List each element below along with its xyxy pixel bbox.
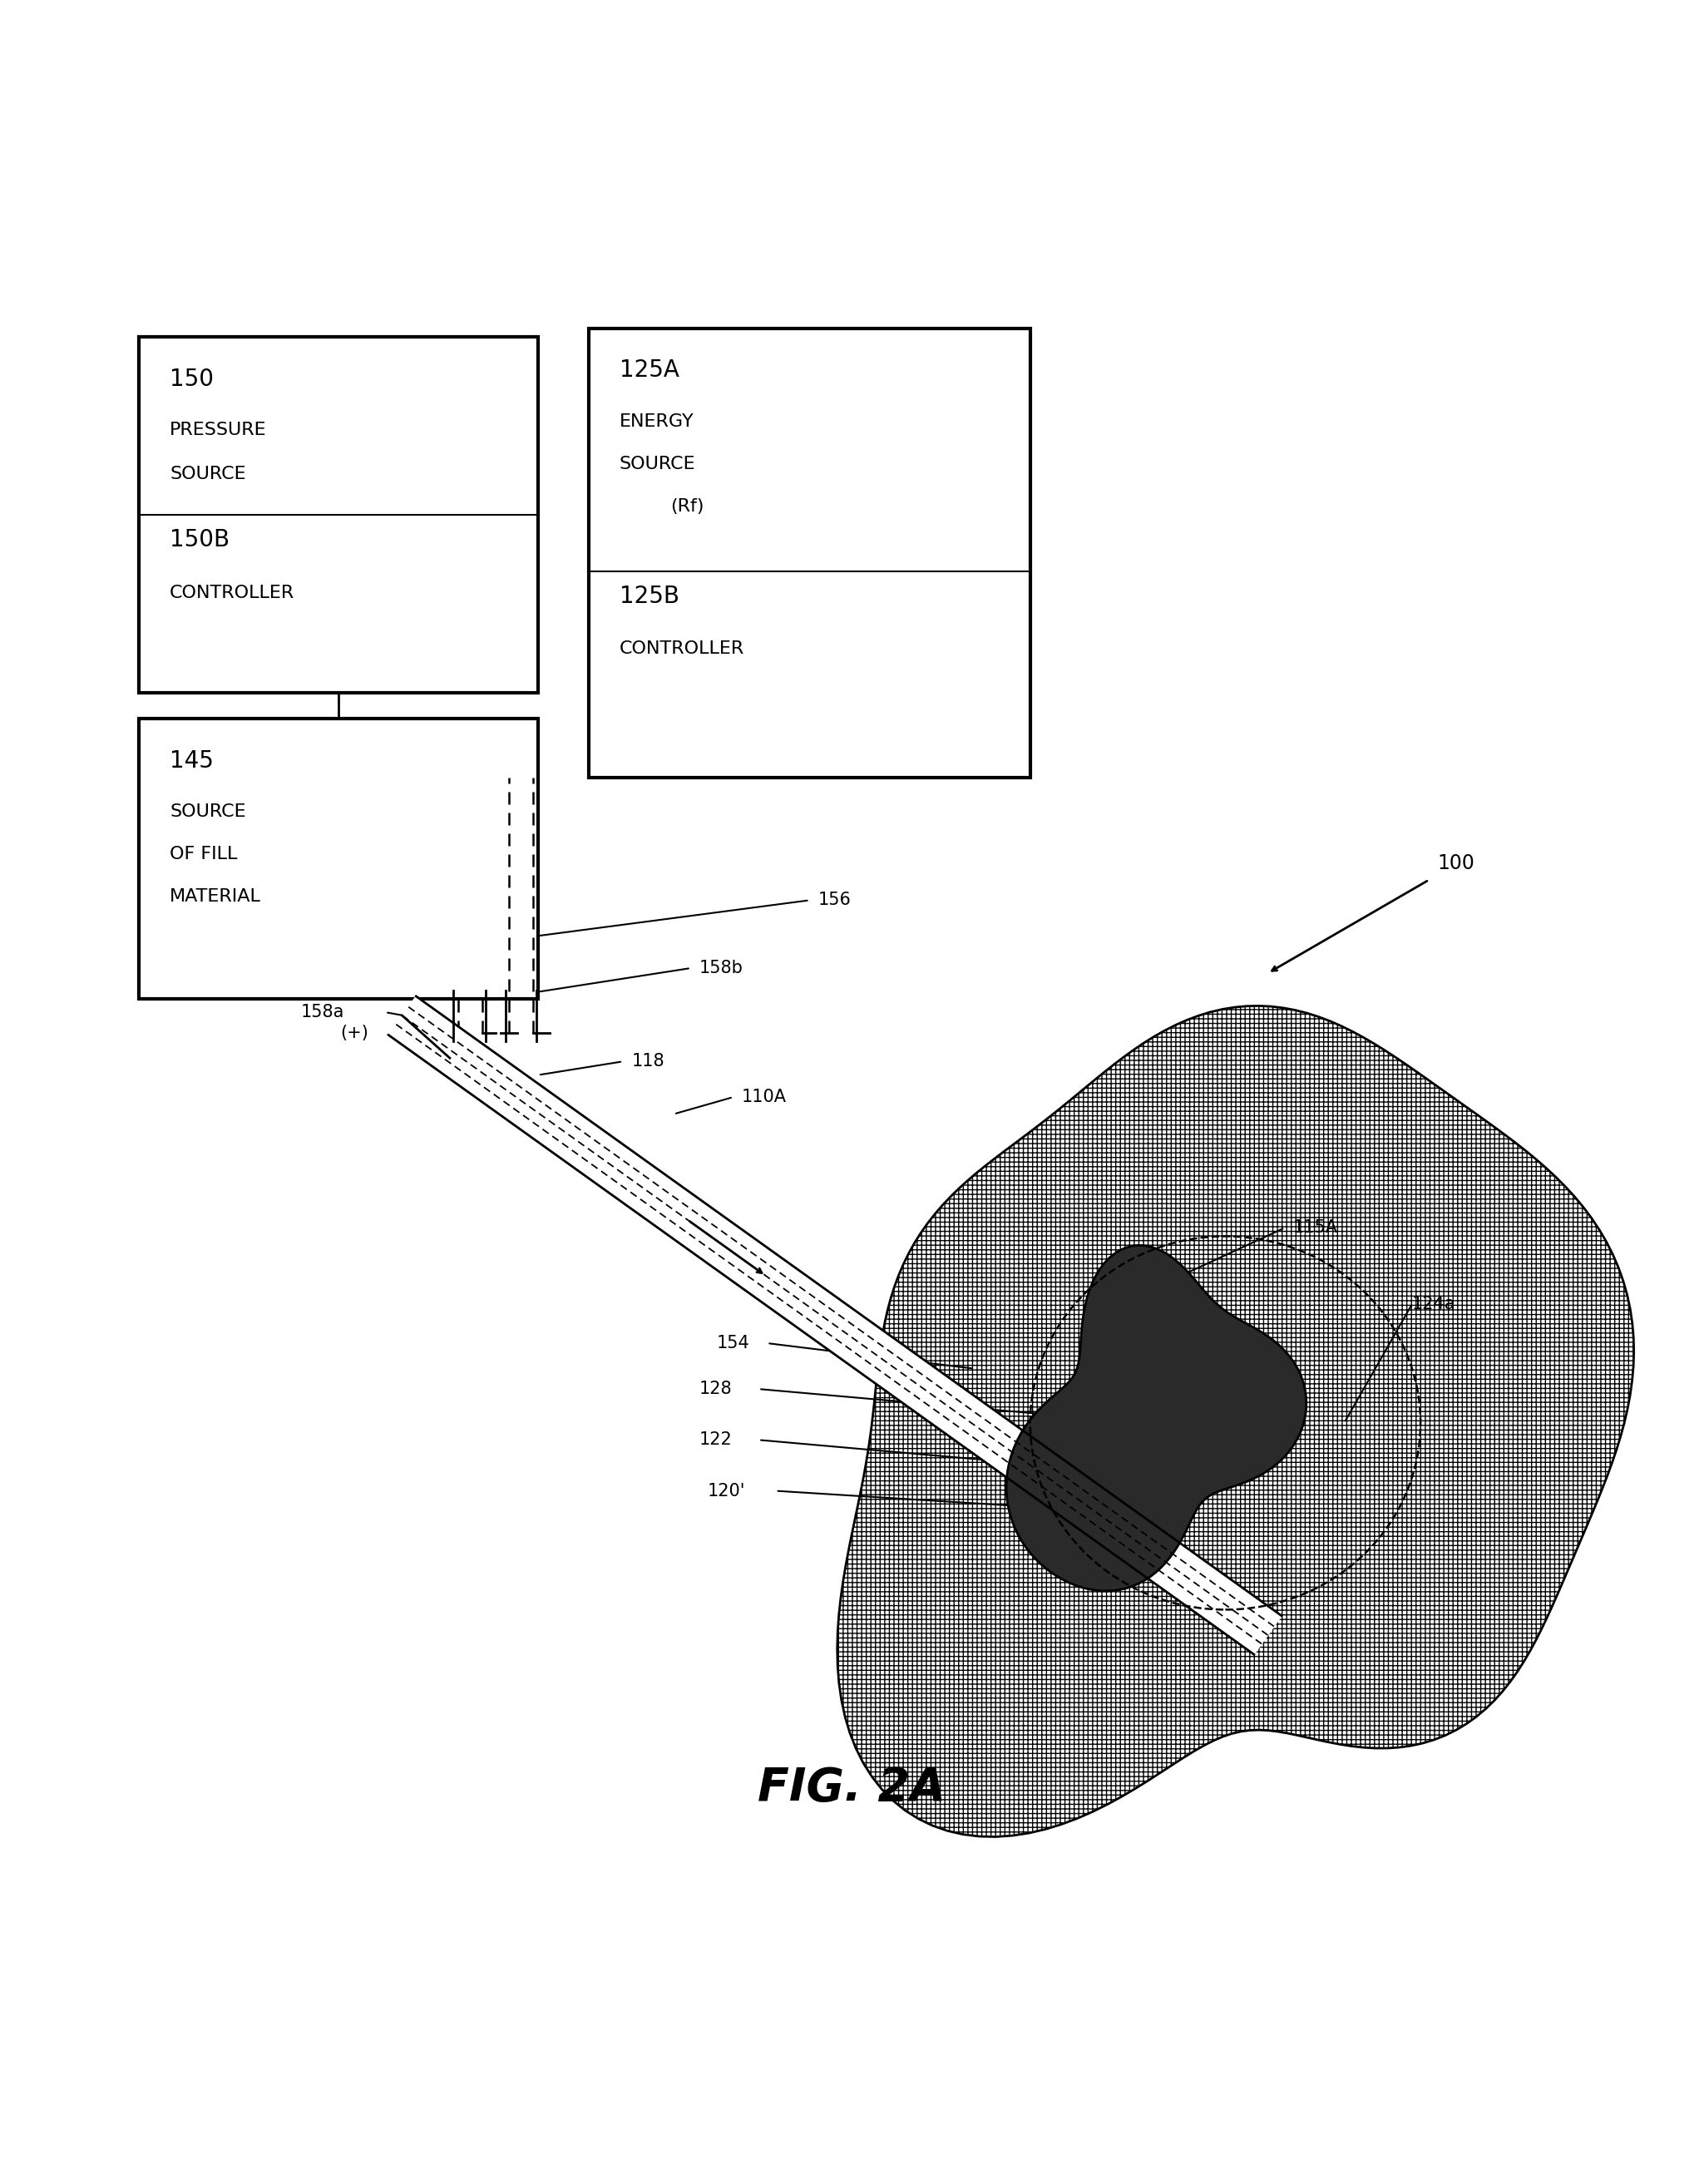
Text: 158a: 158a bbox=[300, 1005, 344, 1020]
Text: 150B: 150B bbox=[170, 529, 230, 553]
Text: MATERIAL: MATERIAL bbox=[170, 889, 261, 904]
Text: (+): (+) bbox=[341, 1024, 368, 1042]
Bar bbox=[140, 719, 538, 998]
Text: CONTROLLER: CONTROLLER bbox=[620, 640, 745, 657]
Polygon shape bbox=[389, 996, 1281, 1655]
Text: SOURCE: SOURCE bbox=[170, 804, 245, 821]
Text: 150: 150 bbox=[170, 367, 215, 391]
Text: (Rf): (Rf) bbox=[670, 498, 704, 515]
Text: ENERGY: ENERGY bbox=[620, 413, 694, 430]
Text: 158b: 158b bbox=[699, 959, 743, 976]
Text: CONTROLLER: CONTROLLER bbox=[170, 585, 295, 601]
Text: PRESSURE: PRESSURE bbox=[170, 422, 268, 439]
Text: 125A: 125A bbox=[620, 358, 680, 382]
Bar bbox=[140, 336, 538, 692]
Text: 125B: 125B bbox=[620, 585, 680, 607]
Text: OF FILL: OF FILL bbox=[170, 845, 237, 863]
Text: 154: 154 bbox=[716, 1334, 750, 1352]
Polygon shape bbox=[837, 1007, 1634, 1837]
Text: 110A: 110A bbox=[741, 1090, 787, 1105]
Text: 145: 145 bbox=[170, 749, 213, 773]
Bar bbox=[590, 328, 1031, 778]
Text: 100: 100 bbox=[1438, 854, 1474, 874]
Text: 118: 118 bbox=[632, 1053, 665, 1070]
Text: 122: 122 bbox=[699, 1431, 733, 1448]
Text: 128: 128 bbox=[699, 1380, 733, 1398]
Text: SOURCE: SOURCE bbox=[170, 465, 245, 483]
Text: 120': 120' bbox=[707, 1483, 746, 1498]
Text: 115A: 115A bbox=[1293, 1219, 1338, 1236]
Text: (-): (-) bbox=[435, 1033, 455, 1048]
Text: 124a: 124a bbox=[1413, 1295, 1455, 1313]
Polygon shape bbox=[1007, 1245, 1307, 1590]
Text: 156: 156 bbox=[818, 891, 852, 909]
Text: SOURCE: SOURCE bbox=[620, 456, 695, 472]
Text: FIG. 2A: FIG. 2A bbox=[758, 1765, 946, 1811]
